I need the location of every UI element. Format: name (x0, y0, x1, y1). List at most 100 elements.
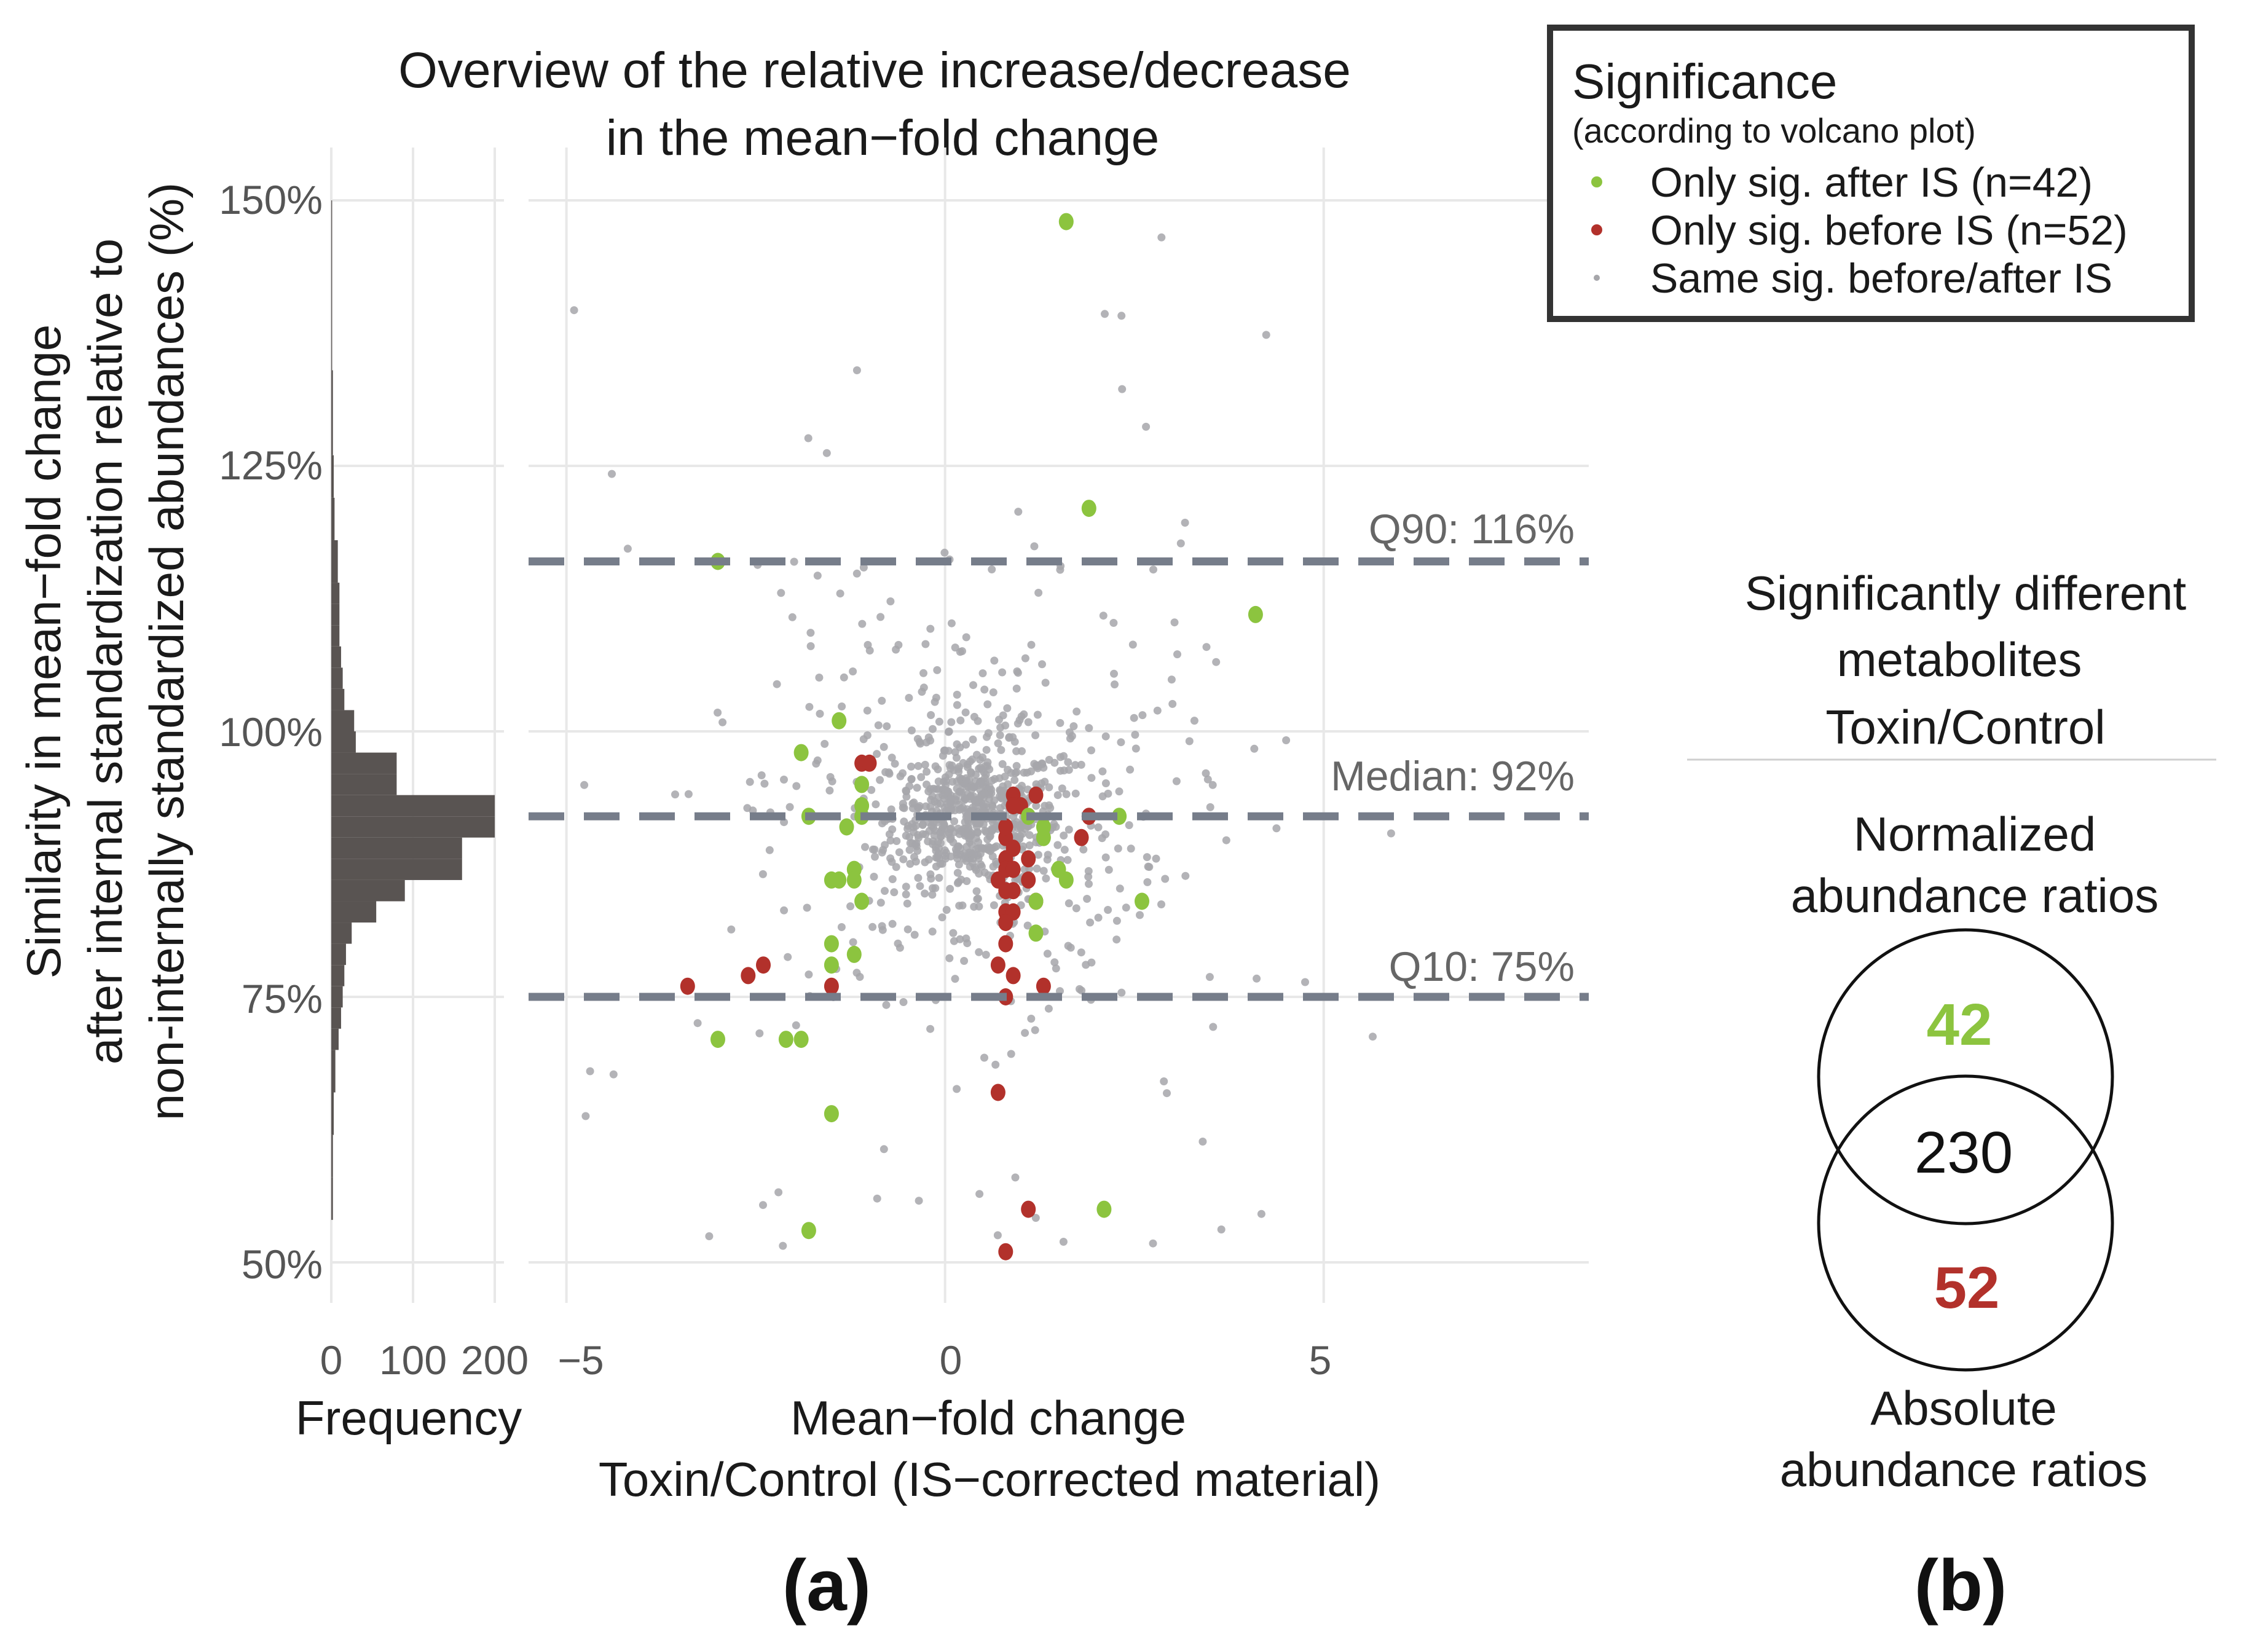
point-same-sig (919, 669, 927, 677)
q90-label: Q90: 116% (1369, 506, 1575, 553)
point-same-sig (1101, 779, 1110, 787)
point-same-sig (959, 759, 967, 767)
point-same-sig (1160, 1077, 1168, 1085)
point-same-sig (1052, 964, 1060, 973)
point-same-sig (1125, 821, 1133, 830)
point-before-is (990, 956, 1005, 974)
point-same-sig (859, 563, 868, 572)
point-same-sig (903, 925, 912, 934)
point-same-sig (1013, 669, 1022, 677)
point-same-sig (972, 750, 981, 759)
absolute-set-label-line-2: abundance ratios (1780, 1442, 2147, 1497)
point-same-sig (926, 1025, 935, 1033)
point-same-sig (1025, 831, 1034, 840)
y-tick-150: 150% (219, 177, 323, 222)
point-same-sig (586, 1067, 594, 1076)
point-same-sig (950, 937, 958, 945)
point-same-sig (805, 970, 813, 979)
point-before-is (998, 935, 1013, 953)
point-same-sig (1037, 779, 1045, 788)
histogram-bar-10 (331, 901, 377, 923)
point-same-sig (915, 1197, 923, 1205)
point-same-sig (940, 746, 949, 755)
point-same-sig (758, 870, 767, 878)
point-same-sig (962, 877, 971, 886)
point-before-is (1005, 860, 1021, 878)
histogram-bar-30 (331, 200, 333, 371)
point-same-sig (1058, 784, 1066, 793)
point-after-is (1036, 818, 1051, 836)
x-tick-0: 0 (940, 1337, 962, 1383)
point-same-sig (962, 633, 970, 642)
point-same-sig (955, 806, 964, 814)
point-same-sig (974, 851, 982, 860)
point-after-is (1112, 808, 1127, 825)
point-same-sig (1104, 865, 1113, 874)
point-same-sig (946, 764, 955, 773)
point-same-sig (1222, 836, 1230, 844)
point-same-sig (945, 954, 954, 962)
point-same-sig (890, 888, 899, 897)
point-same-sig (1027, 640, 1036, 649)
point-same-sig (1387, 829, 1395, 838)
point-same-sig (918, 688, 926, 696)
point-before-is (998, 818, 1013, 836)
point-same-sig (864, 640, 872, 649)
point-same-sig (881, 887, 889, 895)
point-same-sig (784, 953, 792, 961)
point-same-sig (1202, 769, 1210, 777)
point-after-is (793, 744, 809, 761)
point-same-sig (1034, 589, 1043, 597)
point-same-sig (1101, 830, 1110, 839)
point-same-sig (1024, 718, 1033, 726)
legend-subtitle: (according to volcano plot) (1572, 111, 1976, 150)
point-same-sig (765, 846, 774, 854)
point-same-sig (1115, 787, 1124, 796)
point-same-sig (1136, 911, 1144, 919)
point-same-sig (887, 857, 896, 866)
point-same-sig (917, 773, 926, 781)
point-same-sig (880, 1145, 888, 1154)
point-same-sig (1025, 841, 1034, 849)
legend-marker-before-is (1591, 224, 1602, 235)
point-same-sig (1157, 233, 1166, 242)
point-same-sig (780, 776, 788, 784)
point-same-sig (962, 774, 970, 782)
point-after-is (1028, 924, 1044, 942)
point-same-sig (994, 739, 1002, 747)
q10-label: Q10: 75% (1389, 943, 1575, 990)
point-same-sig (727, 925, 736, 934)
point-after-is (1096, 1200, 1112, 1218)
point-same-sig (1212, 658, 1221, 666)
point-same-sig (982, 745, 991, 754)
point-same-sig (924, 856, 933, 864)
point-same-sig (1117, 312, 1126, 320)
point-same-sig (993, 1231, 1002, 1240)
point-same-sig (755, 1029, 764, 1037)
point-same-sig (1052, 822, 1060, 831)
point-same-sig (790, 557, 798, 566)
point-same-sig (951, 643, 959, 652)
point-same-sig (980, 868, 989, 877)
point-same-sig (1203, 775, 1212, 784)
point-same-sig (936, 860, 945, 868)
legend-label-same-sig: Same sig. before/after IS (1650, 255, 2112, 302)
point-same-sig (888, 875, 897, 883)
point-same-sig (996, 723, 1005, 732)
point-same-sig (581, 1112, 590, 1120)
point-same-sig (988, 825, 996, 833)
point-same-sig (942, 777, 950, 785)
point-same-sig (946, 798, 954, 806)
point-same-sig (941, 852, 950, 860)
legend-label-before-is: Only sig. before IS (n=52) (1650, 207, 2128, 254)
point-before-is (1028, 786, 1044, 804)
histogram-bar-13 (331, 837, 462, 859)
point-same-sig (1272, 824, 1281, 833)
histogram-bar-22 (331, 646, 341, 668)
point-same-sig (921, 802, 930, 811)
point-same-sig (997, 745, 1005, 754)
point-same-sig (1114, 844, 1122, 853)
point-same-sig (951, 975, 959, 983)
point-same-sig (918, 820, 927, 829)
point-same-sig (757, 771, 766, 779)
